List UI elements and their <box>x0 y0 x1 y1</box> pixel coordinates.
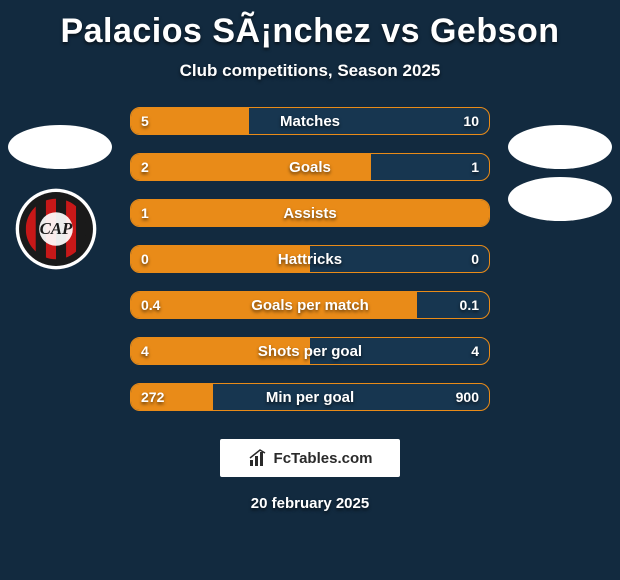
stat-left-value: 1 <box>131 200 159 226</box>
stat-bar: 44Shots per goal <box>130 337 490 365</box>
stat-left-value: 0.4 <box>131 292 170 318</box>
stat-right-value: 4 <box>461 338 489 364</box>
stat-left-value: 4 <box>131 338 159 364</box>
stat-left-value: 272 <box>131 384 174 410</box>
club-badge-svg: CAP <box>14 187 98 271</box>
stats-card: Palacios SÃ¡nchez vs Gebson Club competi… <box>0 0 620 580</box>
stat-bar: 0.40.1Goals per match <box>130 291 490 319</box>
stat-bar: 00Hattricks <box>130 245 490 273</box>
footer-date: 20 february 2025 <box>0 495 620 512</box>
player-right-avatar-placeholder-1 <box>508 125 612 169</box>
stat-right-value: 10 <box>453 108 489 134</box>
stat-bars: 510Matches21Goals1Assists00Hattricks0.40… <box>130 107 490 411</box>
stat-bar-fill <box>131 200 489 226</box>
stat-bar-fill <box>131 292 417 318</box>
stat-left-value: 5 <box>131 108 159 134</box>
stat-bar: 21Goals <box>130 153 490 181</box>
stat-left-value: 2 <box>131 154 159 180</box>
page-subtitle: Club competitions, Season 2025 <box>0 61 620 81</box>
stat-right-value: 1 <box>461 154 489 180</box>
stat-right-value <box>469 200 489 226</box>
content-area: CAP 510Matches21Goals1Assists00Hattricks… <box>0 107 620 411</box>
badge-text: CAP <box>40 219 73 238</box>
stat-left-value: 0 <box>131 246 159 272</box>
club-badge: CAP <box>14 187 98 271</box>
stat-bar: 510Matches <box>130 107 490 135</box>
brand-text: FcTables.com <box>274 450 373 467</box>
brand-box[interactable]: FcTables.com <box>220 439 400 477</box>
player-left-avatar-placeholder <box>8 125 112 169</box>
stat-bar: 1Assists <box>130 199 490 227</box>
stat-right-value: 900 <box>446 384 489 410</box>
stat-bar: 272900Min per goal <box>130 383 490 411</box>
stat-bar-fill <box>131 154 371 180</box>
page-title: Palacios SÃ¡nchez vs Gebson <box>0 12 620 51</box>
player-right-avatar-placeholder-2 <box>508 177 612 221</box>
stat-right-value: 0.1 <box>450 292 489 318</box>
brand-chart-icon <box>248 448 268 468</box>
stat-right-value: 0 <box>461 246 489 272</box>
